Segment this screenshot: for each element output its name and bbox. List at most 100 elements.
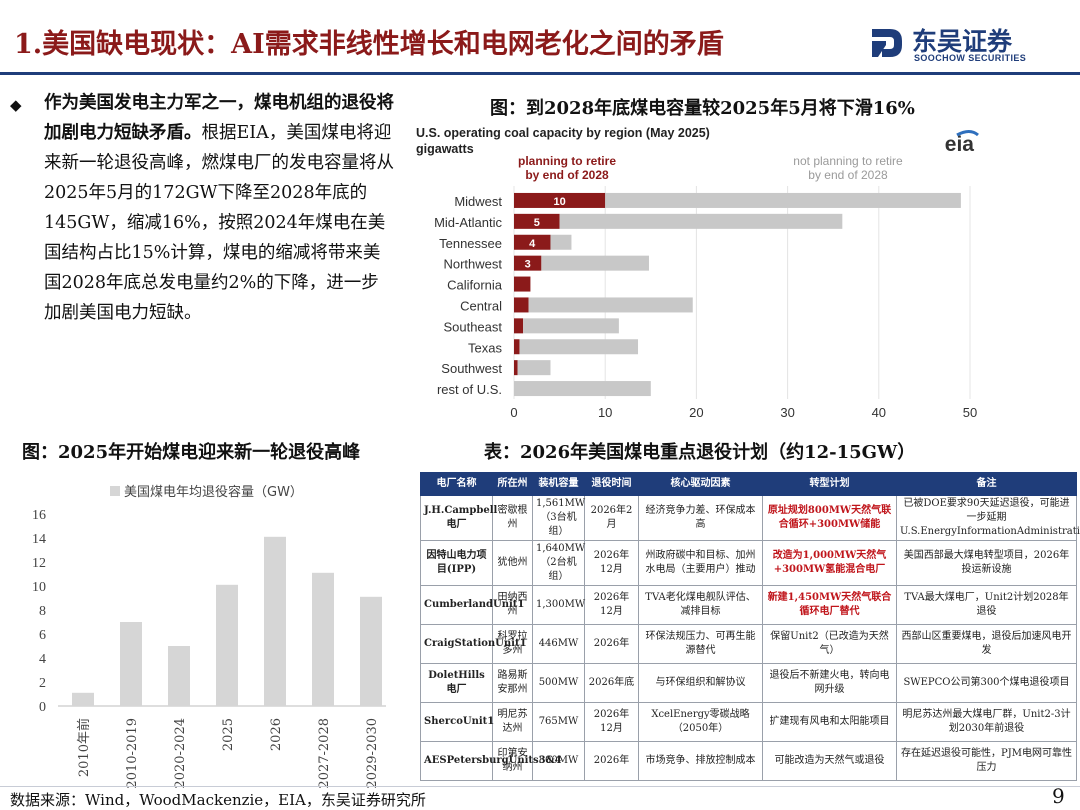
table-cell-plan: 保留Unit2（已改造为天然气） xyxy=(762,624,897,664)
y-tick-label: 16 xyxy=(32,508,46,523)
table-cell-time: 2026年12月 xyxy=(584,540,639,586)
bar-not-planning-retire xyxy=(514,381,651,397)
eia-logo-icon: eia xyxy=(945,133,975,156)
bar-not-planning-retire xyxy=(559,213,843,229)
y-tick-label: 10 xyxy=(32,580,46,595)
category-label: Central xyxy=(460,298,502,313)
eia-logo-arc-icon xyxy=(956,130,979,137)
table-cell-driver: 州政府碳中和目标、加州水电局（主要用户）推动 xyxy=(638,540,763,586)
retirement-bar xyxy=(216,584,238,706)
table-row: ShercoUnit1 明尼苏达州 765MW 2026年12月 XcelEnergy零… xyxy=(420,702,1077,742)
category-label: Tennessee xyxy=(439,236,502,251)
body-bold-text: 作为美国发电主力军之一，煤电机组的退役将加剧电力短缺矛盾。 xyxy=(44,93,394,143)
bar-not-planning-retire xyxy=(517,360,551,376)
table-cell-capacity: 800MW xyxy=(532,741,585,781)
x-tick-label: 30 xyxy=(780,405,794,420)
chart-x-tick-labels: 2010年前 2010-2019 2020-2024 2025 2026 2027-202… xyxy=(76,718,380,788)
bar-data-label: 4 xyxy=(529,238,536,250)
table-header-cell: 装机容量 xyxy=(532,472,585,496)
category-label: Southeast xyxy=(443,319,502,334)
chart-subtitle: gigawatts xyxy=(416,142,474,156)
bar-not-planning-retire xyxy=(519,339,639,355)
table-cell-state: 印第安纳州 xyxy=(492,741,533,781)
table-cell-capacity: 1,561MW（3台机组） xyxy=(532,495,585,541)
header-divider xyxy=(0,72,1080,75)
retirement-bar xyxy=(120,622,142,706)
logo-text-en: SOOCHOW SECURITIES xyxy=(914,53,1027,63)
table-cell-plan: 扩建现有风电和太阳能项目 xyxy=(762,702,897,742)
category-label: Southwest xyxy=(441,361,502,376)
table-row: CumberlandUnit1 田纳西州 1,300MW 2026年12月 TVA老化煤… xyxy=(420,585,1077,625)
bar-not-planning-retire xyxy=(528,297,693,313)
category-label: rest of U.S. xyxy=(437,382,502,397)
table-cell-driver: 环保法规压力、可再生能源替代 xyxy=(638,624,763,664)
table-header-cell: 核心驱动因素 xyxy=(638,472,763,496)
chart-bars xyxy=(72,536,382,706)
legend-not-planning-label: by end of 2028 xyxy=(808,168,888,182)
table-cell-time: 2026年2月 xyxy=(584,495,639,541)
table-cell-plan: 退役后不新建火电，转向电网升级 xyxy=(762,663,897,703)
y-tick-label: 2 xyxy=(39,676,46,691)
y-tick-label: 8 xyxy=(39,604,46,619)
table-cell-time: 2026年 xyxy=(584,624,639,664)
bar-planning-retire xyxy=(514,192,606,208)
bar-planning-retire xyxy=(514,318,524,334)
bar-planning-retire xyxy=(514,360,518,376)
legend-swatch xyxy=(110,486,120,496)
bar-data-label: 5 xyxy=(534,217,540,229)
legend-not-planning-label: not planning to retire xyxy=(793,154,903,168)
table-cell-plan: 可能改造为天然气或退役 xyxy=(762,741,897,781)
bar-planning-retire xyxy=(514,255,542,271)
retirement-bar xyxy=(72,692,94,706)
table-cell-driver: 经济竞争力差、环保成本高 xyxy=(638,495,763,541)
category-label: Northwest xyxy=(443,257,502,272)
x-tick-label: 2020-2024 xyxy=(173,718,188,788)
body-paragraph: 作为美国发电主力军之一，煤电机组的退役将加剧电力短缺矛盾。根据EIA，美国煤电将… xyxy=(44,88,396,328)
table-cell-state: 犹他州 xyxy=(492,540,533,586)
brand-logo: 东吴证券 SOOCHOW SECURITIES xyxy=(868,22,1068,64)
x-tick-label: 2026 xyxy=(269,718,284,751)
bar-not-planning-retire xyxy=(523,318,619,334)
table-cell-driver: 市场竞争、排放控制成本 xyxy=(638,741,763,781)
table-cell-plan: 新建1,450MW天然气联合循环电厂替代 xyxy=(762,585,897,625)
table-cell-capacity: 446MW xyxy=(532,624,585,664)
x-tick-label: 40 xyxy=(872,405,886,420)
table-cell-driver: 与环保组织和解协议 xyxy=(638,663,763,703)
x-tick-label: 0 xyxy=(510,405,517,420)
chart-y-tick-labels: 0 2 4 6 8 10 12 14 16 xyxy=(32,508,46,715)
table-cell-note: 存在延迟退役可能性，PJM电网可靠性压力 xyxy=(896,741,1077,781)
diamond-bullet-icon: ◆ xyxy=(10,96,22,114)
bar-planning-retire xyxy=(514,297,529,313)
table-cell-note: SWEPCO公司第300个煤电退役项目 xyxy=(896,663,1077,703)
table-header-row: 电厂名称 所在州 装机容量 退役时间 核心驱动因素 转型计划 备注 xyxy=(420,472,1077,496)
logo-text-cn: 东吴证券 xyxy=(912,27,1013,56)
table-header-cell: 所在州 xyxy=(492,472,533,496)
legend-planning-label: by end of 2028 xyxy=(525,168,609,182)
retirement-bar xyxy=(264,536,286,706)
table-cell-name: AESPetersburgUnits3&4 xyxy=(420,741,562,781)
table-cell-capacity: 500MW xyxy=(532,663,585,703)
legend-label: 美国煤电年均退役容量（GW） xyxy=(124,484,303,500)
bar-not-planning-retire xyxy=(605,192,961,208)
table-caption: 表：2026年美国煤电重点退役计划（约12-15GW） xyxy=(484,442,916,463)
coal-capacity-by-region-chart: U.S. operating coal capacity by region (… xyxy=(416,126,979,420)
chart-title: U.S. operating coal capacity by region (… xyxy=(416,126,710,140)
x-tick-label: 2010年前 xyxy=(76,718,92,777)
bar-data-label: 3 xyxy=(525,259,531,271)
bar-planning-retire xyxy=(514,339,520,355)
table-cell-state: 科罗拉多州 xyxy=(492,624,533,664)
table-cell-state: 路易斯安那州 xyxy=(492,663,533,703)
table-cell-note: 明尼苏达州最大煤电厂群，Unit2-3计划2030年前退役 xyxy=(896,702,1077,742)
category-label: Texas xyxy=(468,340,502,355)
logo-mark-icon xyxy=(872,29,902,57)
footer-divider xyxy=(0,786,1080,787)
x-tick-label: 50 xyxy=(963,405,977,420)
legend-planning-label: planning to retire xyxy=(518,154,616,168)
table-cell-plan: 改造为1,000MW天然气+300MW氢能混合电厂 xyxy=(762,540,897,586)
table-row: CraigStationUnit1 科罗拉多州 446MW 2026年 环保法规压力、可… xyxy=(420,624,1077,664)
table-row: 因特山电力项目(IPP) 犹他州 1,640MW（2台机组） 2026年12月 州政府碳… xyxy=(420,540,1077,586)
table-row: AESPetersburgUnits3&4 印第安纳州 800MW 2026年 市场竞争… xyxy=(420,741,1077,781)
table-cell-note: 已被DOE要求90天延迟退役，可能进一步延期U.S.EnergyInformat… xyxy=(896,495,1080,541)
table-cell-name: CraigStationUnit1 xyxy=(420,624,527,664)
